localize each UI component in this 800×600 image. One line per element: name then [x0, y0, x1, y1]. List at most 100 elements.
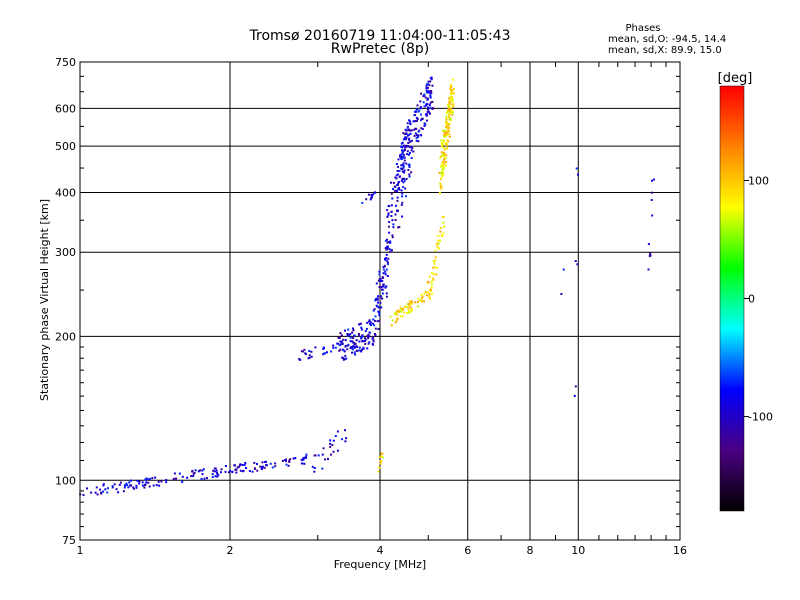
data-point-o — [300, 458, 303, 461]
data-point-o — [310, 350, 313, 353]
data-point-o — [429, 94, 432, 97]
data-point-o — [382, 268, 385, 271]
data-point-o — [234, 468, 237, 471]
data-point-o — [305, 455, 308, 458]
data-point-x — [440, 155, 443, 158]
data-point-x — [443, 160, 446, 163]
data-point-o — [372, 338, 375, 341]
data-point-o — [360, 350, 363, 353]
data-point-o — [186, 476, 189, 479]
data-point-x — [430, 289, 433, 292]
data-point-o — [213, 470, 216, 473]
data-point-x — [399, 310, 402, 313]
data-point-x — [417, 300, 420, 303]
data-point-x — [378, 466, 381, 469]
data-point-o — [197, 470, 200, 473]
data-point-o — [410, 157, 413, 159]
data-point-o — [372, 336, 375, 339]
y-tick-label: 600 — [55, 102, 76, 115]
data-point-o — [415, 139, 418, 142]
data-point-x — [437, 242, 440, 245]
data-point-o — [426, 97, 429, 100]
data-point-x — [440, 145, 443, 148]
data-point-o — [227, 471, 230, 474]
data-point-x — [446, 143, 448, 146]
data-point-o — [239, 469, 242, 472]
data-point-x — [448, 135, 451, 138]
data-point-o — [281, 459, 284, 462]
data-point-o — [393, 185, 396, 188]
data-point-o — [374, 327, 377, 330]
data-point-o — [401, 192, 404, 195]
data-point-o — [322, 346, 325, 349]
data-point-x — [409, 303, 412, 305]
data-point-o — [300, 350, 303, 353]
data-point-o — [402, 181, 405, 184]
data-point-o — [298, 358, 301, 360]
data-point-o — [107, 487, 109, 490]
x-tick-label: 4 — [377, 544, 384, 557]
data-point-x — [449, 93, 452, 96]
data-point-o — [353, 334, 356, 337]
data-point-o — [426, 119, 428, 122]
data-point-x — [452, 92, 455, 95]
data-point-o — [414, 120, 416, 123]
data-point-o — [405, 136, 408, 139]
data-point-o — [399, 167, 402, 170]
data-point-x — [408, 300, 411, 303]
data-point-o — [332, 450, 335, 453]
data-point-x — [398, 310, 401, 313]
data-point-o — [100, 492, 103, 495]
x-tick-label: 2 — [227, 544, 234, 557]
data-point-o — [206, 477, 208, 480]
data-point-o — [395, 177, 398, 180]
data-point-o — [397, 182, 400, 185]
data-point-o — [361, 334, 364, 337]
data-point-o — [329, 442, 332, 445]
data-point-o — [353, 346, 356, 349]
chart-subtitle: RwPretec (8p) — [331, 41, 429, 57]
data-point-o — [361, 348, 363, 351]
data-point-x — [439, 185, 442, 188]
data-point-o — [322, 348, 325, 350]
data-point-x — [407, 311, 410, 314]
data-point-o — [366, 334, 369, 337]
data-point-o — [374, 334, 377, 337]
data-point-o — [338, 349, 341, 352]
data-point-o — [373, 324, 376, 327]
data-point-o — [368, 331, 371, 334]
data-point-o — [238, 465, 241, 468]
data-point-o — [330, 453, 332, 456]
data-point-x — [425, 291, 428, 294]
data-point-o — [382, 272, 385, 275]
data-point-o — [375, 298, 378, 300]
data-point-o — [362, 340, 365, 342]
data-point-o — [288, 461, 291, 463]
data-point-x — [432, 279, 435, 281]
x-tick-label: 1 — [77, 544, 84, 557]
data-point-o — [402, 153, 405, 156]
data-point-x — [379, 462, 382, 465]
data-point-o — [406, 126, 409, 129]
data-point-x — [443, 225, 446, 228]
data-point-o — [385, 253, 388, 256]
data-point-o — [423, 124, 426, 127]
data-point-o — [574, 260, 577, 262]
data-point-o — [346, 334, 349, 337]
data-point-x — [432, 277, 435, 280]
data-point-o — [349, 333, 352, 336]
data-point-o — [429, 96, 432, 99]
data-point-o — [425, 114, 428, 117]
data-point-o — [311, 465, 314, 468]
data-point-o — [404, 138, 407, 140]
data-point-o — [380, 295, 383, 298]
data-point-o — [148, 485, 151, 488]
data-point-o — [423, 93, 426, 96]
data-point-x — [443, 151, 445, 154]
data-point-x — [421, 296, 424, 299]
data-point-o — [158, 484, 161, 487]
data-point-x — [423, 300, 426, 303]
data-point-o — [125, 482, 128, 485]
y-tick-label: 75 — [62, 534, 76, 547]
